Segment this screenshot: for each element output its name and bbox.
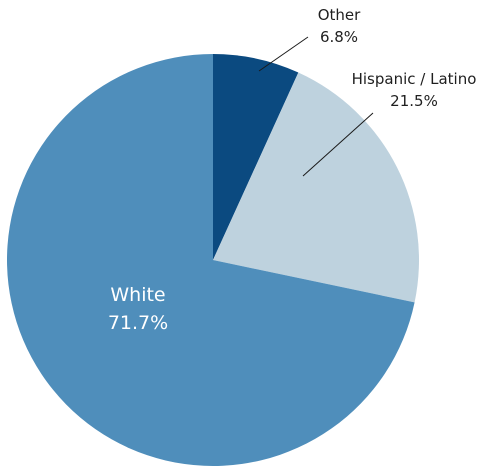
slice-label-other: Other xyxy=(318,6,361,24)
slice-label-white: White xyxy=(110,284,165,306)
pie-slice-hispanic-latino xyxy=(213,72,420,303)
pie-slice-white xyxy=(7,54,415,466)
pie-slice-other xyxy=(213,54,299,260)
leader-line-hispanic-latino xyxy=(302,112,374,177)
slice-value-white: 71.7% xyxy=(108,312,168,334)
slice-label-hispanic-latino: Hispanic / Latino xyxy=(352,70,477,88)
slice-value-hispanic-latino: 21.5% xyxy=(390,92,438,110)
leader-line-other xyxy=(258,36,309,72)
slice-value-other: 6.8% xyxy=(320,28,358,46)
